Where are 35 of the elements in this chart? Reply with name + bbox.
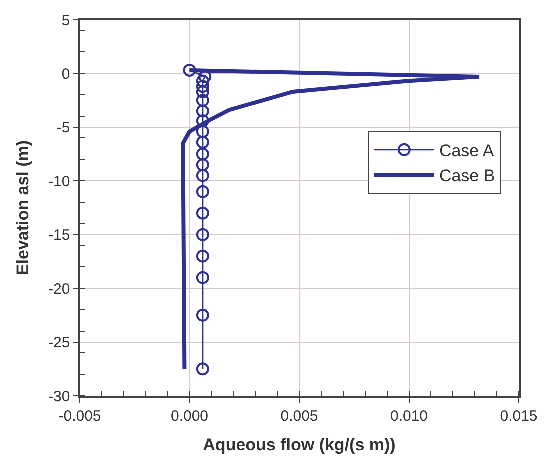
point [196,148,210,161]
point [183,64,196,77]
point [196,94,210,108]
point [196,125,210,138]
y-tick-label: -5 [56,120,70,137]
legend-label: Case A [439,142,495,161]
y-tick-label: 5 [62,12,70,30]
point [196,169,210,182]
point [196,80,210,94]
point [196,206,210,220]
point [196,362,210,376]
point [196,158,210,172]
x-tick-label: 0.010 [390,408,428,425]
x-tick-label: -0.005 [58,408,102,425]
x-tick-label: 0.005 [280,408,318,425]
y-axis-title: Elevation asl (m) [14,140,33,276]
legend-label: Case B [439,166,496,186]
y-tick-label: -25 [48,334,70,352]
point [196,250,210,263]
point [196,74,210,88]
point [196,228,210,242]
y-tick-label: -10 [48,173,70,190]
y-tick-label: -30 [48,388,70,406]
y-tick-label: 0 [62,66,70,83]
point [196,85,210,98]
point [196,185,210,198]
y-tick-label: -20 [48,280,70,298]
x-tick-label: 0.000 [170,408,209,425]
x-axis-title: Aqueous flow (kg/(s m)) [203,436,396,455]
point [196,136,210,149]
x-tick-label: 0.015 [500,408,538,425]
point [196,308,210,322]
point [196,271,210,284]
y-tick-label: -15 [48,227,70,244]
point [196,104,210,118]
